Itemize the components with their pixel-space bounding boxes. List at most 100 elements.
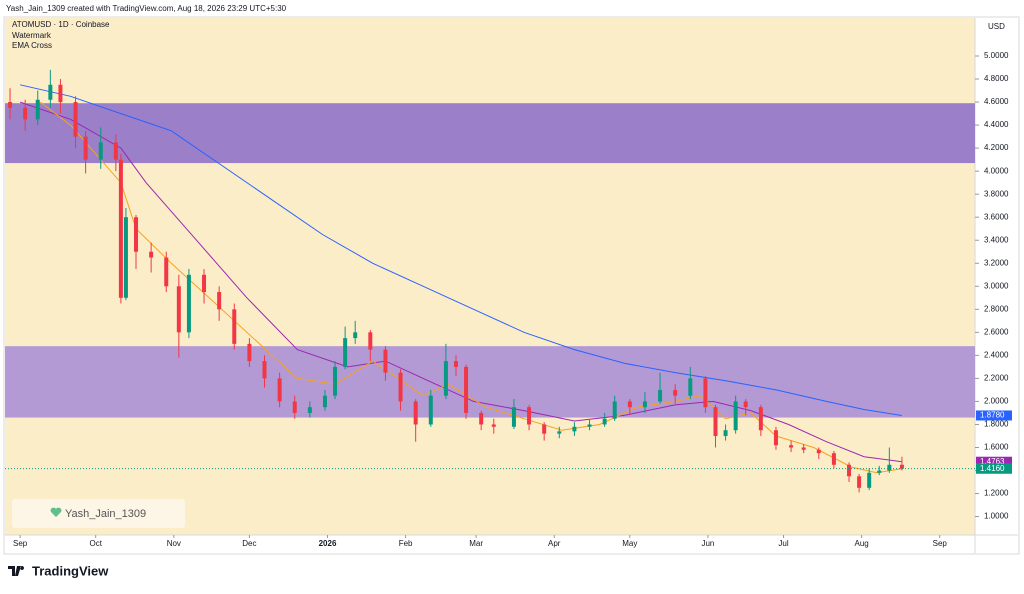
x-tick-label: Mar bbox=[469, 539, 483, 548]
x-tick-label: Sep bbox=[13, 539, 28, 548]
price-tag-label: 1.8780 bbox=[980, 411, 1005, 420]
y-tick-label: 4.2000 bbox=[984, 143, 1009, 152]
candle-body bbox=[899, 464, 904, 469]
plot bbox=[5, 69, 975, 493]
candle-body bbox=[627, 401, 632, 408]
candle-body bbox=[217, 292, 222, 310]
y-tick-label: 3.6000 bbox=[984, 212, 1009, 221]
candle-body bbox=[322, 395, 327, 408]
candle-body bbox=[277, 378, 282, 402]
candle-body bbox=[658, 389, 663, 402]
candle-body bbox=[333, 366, 338, 396]
y-tick-label: 4.4000 bbox=[984, 120, 1009, 129]
candle-body bbox=[713, 407, 718, 436]
y-tick-label: 4.0000 bbox=[984, 166, 1009, 175]
candle-body bbox=[453, 361, 458, 367]
candle-body bbox=[612, 401, 617, 419]
candle-body bbox=[688, 378, 693, 396]
candle-body bbox=[602, 418, 607, 425]
candle-body bbox=[867, 472, 872, 488]
candle-body bbox=[877, 470, 882, 473]
y-tick-label: 4.8000 bbox=[984, 74, 1009, 83]
candle-body bbox=[443, 361, 448, 396]
candle-body bbox=[23, 107, 28, 120]
candle-body bbox=[723, 430, 728, 436]
candle-body bbox=[816, 449, 821, 454]
x-tick-label: Apr bbox=[548, 539, 561, 548]
candle-body bbox=[743, 401, 748, 408]
y-tick-label: 4.6000 bbox=[984, 97, 1009, 106]
x-tick-label: 2026 bbox=[319, 539, 337, 548]
y-tick-label: 1.8000 bbox=[984, 420, 1009, 429]
candle-body bbox=[353, 332, 358, 339]
x-tick-label: Jun bbox=[701, 539, 714, 548]
candle-body bbox=[118, 159, 123, 298]
x-tick-label: Jul bbox=[778, 539, 788, 548]
candle-body bbox=[247, 343, 252, 362]
x-tick-label: May bbox=[622, 539, 637, 548]
y-tick-label: 1.2000 bbox=[984, 489, 1009, 498]
x-tick-label: Oct bbox=[89, 539, 102, 548]
indicator: Watermark bbox=[12, 31, 52, 40]
price-tag bbox=[976, 456, 1012, 467]
y-tick-label: 5.0000 bbox=[984, 51, 1009, 60]
candle-body bbox=[176, 286, 181, 333]
candle-body bbox=[186, 274, 191, 333]
candle-body bbox=[413, 401, 418, 425]
y-tick-label: 2.4000 bbox=[984, 350, 1009, 359]
y-tick-label: 3.2000 bbox=[984, 258, 1009, 267]
x-tick-label: Sep bbox=[933, 539, 948, 548]
y-tick-label: 1.0000 bbox=[984, 512, 1009, 521]
candle-body bbox=[587, 424, 592, 427]
candle-body bbox=[113, 142, 118, 160]
candle-body bbox=[73, 102, 78, 137]
candle-body bbox=[642, 401, 647, 408]
candle-body bbox=[831, 453, 836, 465]
attribution: Yash_Jain_1309 created with TradingView.… bbox=[6, 4, 287, 13]
price-tag bbox=[976, 463, 1012, 474]
candle-body bbox=[292, 401, 297, 413]
candle-body bbox=[847, 464, 852, 477]
candle-body bbox=[202, 274, 207, 293]
candle-body bbox=[511, 407, 516, 427]
price-tag bbox=[976, 410, 1012, 421]
candle-body bbox=[857, 476, 862, 488]
watermark-box bbox=[12, 499, 185, 528]
heart-icon bbox=[50, 507, 62, 517]
candle-body bbox=[383, 349, 388, 373]
candle-body bbox=[398, 372, 403, 402]
price-tag-label: 1.4763 bbox=[980, 457, 1005, 466]
logo: TradingView bbox=[32, 563, 109, 578]
y-tick-label: 2.6000 bbox=[984, 327, 1009, 336]
y-tick-label: 3.4000 bbox=[984, 235, 1009, 244]
y-tick-label: 1.6000 bbox=[984, 443, 1009, 452]
candle-body bbox=[368, 332, 373, 350]
candle-body bbox=[758, 407, 763, 431]
y-tick-label: 2.0000 bbox=[984, 397, 1009, 406]
candle-body bbox=[733, 401, 738, 431]
watermark: Yash_Jain_1309 bbox=[65, 508, 146, 520]
candle-body bbox=[123, 217, 128, 298]
y-tick-label: 2.8000 bbox=[984, 304, 1009, 313]
candle-body bbox=[789, 445, 794, 448]
candle-body bbox=[542, 424, 547, 434]
candle-body bbox=[557, 431, 562, 434]
zone bbox=[5, 103, 975, 164]
candle-body bbox=[887, 464, 892, 471]
x-tick-label: Dec bbox=[242, 539, 256, 548]
candle-body bbox=[35, 99, 40, 120]
candle-body bbox=[58, 84, 63, 103]
candle-body bbox=[232, 309, 237, 344]
candle-body bbox=[673, 389, 678, 396]
indicator: EMA Cross bbox=[12, 41, 52, 50]
candle-body bbox=[98, 142, 103, 160]
candle-body bbox=[527, 407, 532, 425]
x-tick-label: Aug bbox=[855, 539, 869, 548]
candle-body bbox=[703, 378, 708, 408]
symbol: ATOMUSD · 1D · Coinbase bbox=[12, 20, 110, 29]
currency: USD bbox=[988, 22, 1005, 31]
candle-body bbox=[464, 366, 469, 413]
candle-body bbox=[307, 407, 312, 413]
